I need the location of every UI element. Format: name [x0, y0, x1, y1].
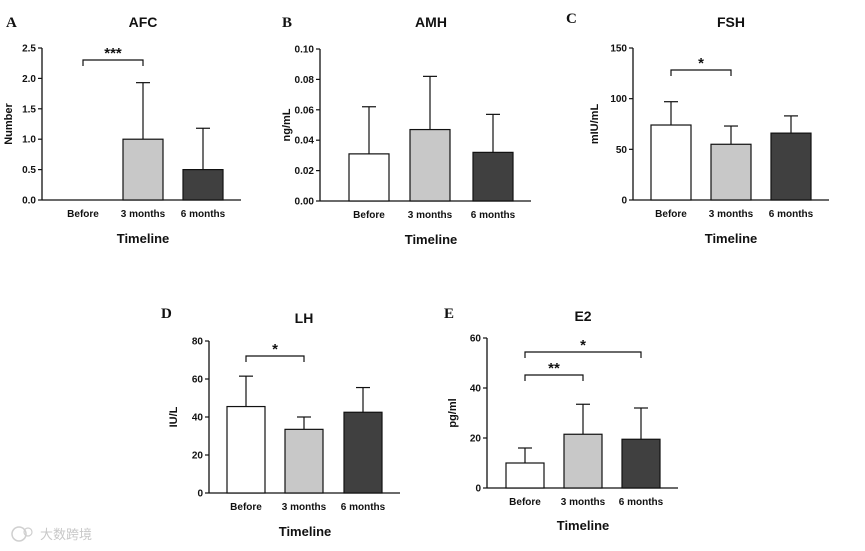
y-tick-label: 0 [197, 489, 203, 500]
significance-bracket [245, 355, 305, 362]
y-tick-label: 0.04 [295, 136, 315, 147]
significance-label: * [272, 341, 278, 358]
y-tick-label: 0.00 [295, 197, 315, 208]
significance-label: ** [548, 360, 560, 377]
significance-bracket [524, 351, 642, 358]
bar-2 [563, 433, 603, 489]
chart-title: E2 [574, 308, 591, 324]
x-tick-label: 6 months [471, 210, 516, 221]
x-tick-label: Before [509, 497, 541, 508]
y-tick-label: 150 [610, 44, 627, 55]
significance-bracket [82, 59, 144, 66]
x-tick-label: Before [655, 209, 687, 220]
watermark-text: 大数跨境 [40, 527, 92, 542]
bar-2 [122, 138, 164, 201]
panel-a: A AFC 0.0 0.5 1.0 1.5 2.0 2.5 Number Before 3 mont… [3, 14, 241, 246]
bar-2 [710, 143, 752, 201]
y-tick-label: 60 [470, 334, 482, 345]
watermark-logo-icon [11, 526, 33, 542]
bar-3 [182, 169, 224, 201]
x-axis-label: Timeline [557, 518, 610, 533]
chart-title: AFC [129, 14, 158, 30]
bar-3 [343, 411, 383, 494]
x-tick-label: 3 months [408, 210, 453, 221]
y-tick-label: 100 [610, 94, 627, 105]
y-axis-label: Number [3, 103, 15, 145]
panel-e: E E2 0 20 40 60 pg/ml Before 3 months 6 months Tim… [444, 306, 678, 533]
panel-letter: B [282, 15, 292, 31]
x-tick-label: 6 months [341, 502, 386, 513]
bar-3 [472, 151, 514, 202]
y-axis-label: IU/L [168, 406, 180, 427]
panel-d: D LH 0 20 40 60 80 IU/L Before 3 months 6 months Ti… [161, 306, 400, 539]
y-tick-label: 80 [192, 337, 204, 348]
panel-letter: E [444, 306, 454, 322]
y-tick-label: 0.0 [22, 196, 36, 207]
chart-title: LH [295, 310, 314, 326]
y-tick-label: 0.06 [295, 105, 315, 116]
y-tick-label: 20 [470, 434, 482, 445]
y-tick-label: 60 [192, 375, 204, 386]
y-tick-label: 0.08 [295, 75, 315, 86]
panel-b: B AMH 0.00 0.02 0.04 0.06 0.08 0.10 ng/mL Before 3… [281, 14, 531, 247]
bar-1 [348, 153, 390, 202]
x-tick-label: Before [67, 209, 99, 220]
y-axis-label: pg/ml [447, 398, 459, 427]
x-tick-label: Before [353, 210, 385, 221]
significance-bracket [524, 374, 584, 381]
x-tick-label: 6 months [181, 209, 226, 220]
chart-title: FSH [717, 14, 745, 30]
bar-3 [621, 438, 661, 489]
x-tick-label: 3 months [561, 497, 606, 508]
y-tick-label: 1.5 [22, 104, 36, 115]
x-tick-label: 6 months [769, 209, 814, 220]
y-tick-label: 2.0 [22, 74, 36, 85]
panel-letter: D [161, 306, 172, 322]
x-axis-label: Timeline [705, 231, 758, 246]
x-axis-label: Timeline [117, 231, 170, 246]
x-tick-label: Before [230, 502, 262, 513]
significance-bracket [670, 69, 732, 76]
y-tick-label: 0 [621, 196, 627, 207]
significance-label: * [698, 55, 704, 72]
y-tick-label: 2.5 [22, 44, 36, 55]
y-tick-label: 0.5 [22, 165, 36, 176]
significance-label: *** [104, 45, 122, 62]
y-tick-label: 40 [470, 384, 482, 395]
bar-1 [505, 462, 545, 489]
y-tick-label: 40 [192, 413, 204, 424]
chart-title: AMH [415, 14, 447, 30]
panel-letter: C [566, 11, 577, 27]
x-tick-label: 6 months [619, 497, 664, 508]
y-tick-label: 1.0 [22, 135, 36, 146]
bar-1 [226, 405, 266, 494]
y-tick-label: 0 [475, 484, 481, 495]
y-tick-label: 50 [616, 145, 628, 156]
y-axis-label: mIU/mL [589, 104, 601, 145]
significance-label: * [580, 337, 586, 354]
watermark: 大数跨境 [6, 522, 126, 551]
y-tick-label: 0.02 [295, 166, 315, 177]
y-tick-label: 0.10 [295, 45, 315, 56]
x-tick-label: 3 months [282, 502, 327, 513]
x-axis-label: Timeline [405, 232, 458, 247]
x-axis-label: Timeline [279, 524, 332, 539]
panel-letter: A [6, 15, 17, 31]
y-axis-label: ng/mL [281, 108, 293, 141]
y-tick-label: 20 [192, 451, 204, 462]
bar-3 [770, 132, 812, 201]
bar-2 [284, 428, 324, 494]
x-tick-label: 3 months [121, 209, 166, 220]
x-tick-label: 3 months [709, 209, 754, 220]
bar-1 [650, 124, 692, 201]
panel-c: C FSH 0 50 100 150 mIU/mL Before 3 months 6 month… [566, 11, 829, 246]
bar-2 [409, 128, 451, 202]
